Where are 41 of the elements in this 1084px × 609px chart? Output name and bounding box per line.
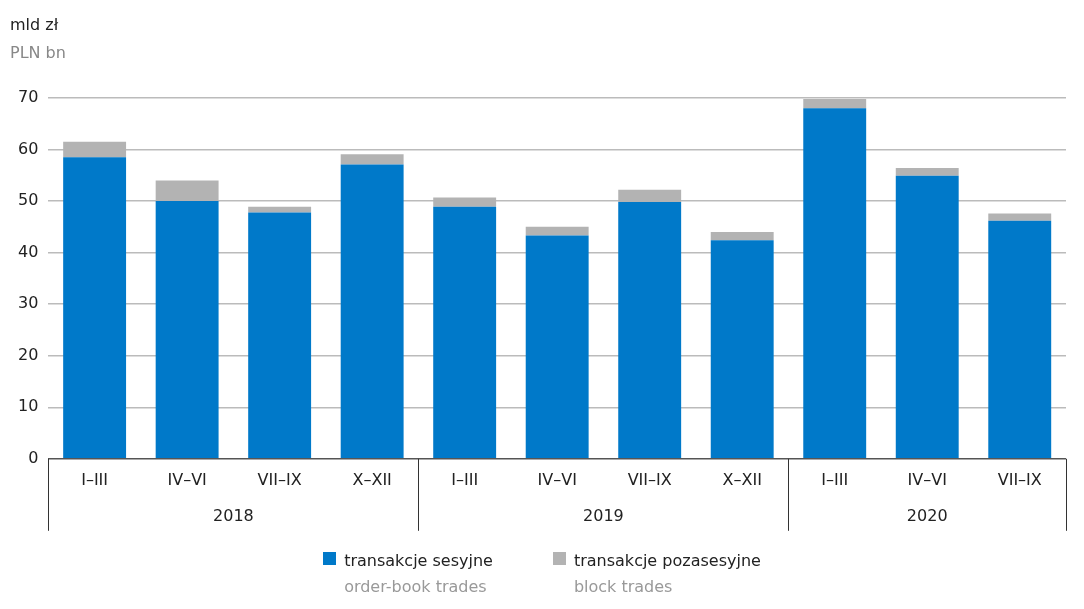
bar bbox=[988, 220, 1052, 459]
y-tick-label: 60 bbox=[18, 138, 39, 158]
bar bbox=[895, 175, 959, 459]
bar bbox=[340, 164, 404, 459]
bar bbox=[710, 232, 774, 241]
x-tick-label: IV–VI bbox=[537, 469, 577, 489]
x-tick-label: I–III bbox=[821, 469, 849, 489]
bar bbox=[895, 168, 959, 176]
x-tick-label: VII–IX bbox=[627, 469, 672, 489]
x-tick-label: X–XII bbox=[722, 469, 762, 489]
y-tick-label: 30 bbox=[18, 293, 39, 313]
bar bbox=[710, 240, 774, 459]
bar bbox=[988, 213, 1052, 221]
y-tick-label: 70 bbox=[18, 87, 39, 107]
bar bbox=[618, 202, 682, 459]
bar bbox=[155, 201, 219, 459]
bar bbox=[340, 154, 404, 165]
x-tick-label: VII–IX bbox=[997, 469, 1042, 489]
y-tick-label: 20 bbox=[18, 344, 39, 364]
y-axis-title: mld zł PLN bn bbox=[10, 15, 66, 62]
legend-label: transakcje sesyjne order-book trades bbox=[344, 550, 493, 598]
bar bbox=[63, 157, 127, 459]
x-tick-label: I–III bbox=[451, 469, 479, 489]
bar bbox=[248, 212, 312, 459]
bar bbox=[525, 235, 589, 459]
text: 2020 bbox=[906, 505, 948, 525]
y-tick-label: 10 bbox=[18, 396, 39, 416]
x-tick-label: I–III bbox=[81, 469, 109, 489]
bar bbox=[803, 108, 867, 459]
text: 2018 bbox=[213, 505, 254, 525]
y-tick-label: 0 bbox=[28, 447, 39, 467]
y-tick-label: 50 bbox=[18, 190, 39, 210]
text: 2019 bbox=[583, 505, 624, 525]
legend-label: transakcje pozasesyjne block trades bbox=[573, 550, 761, 598]
x-tick-label: IV–VI bbox=[907, 469, 947, 489]
x-tick-label: IV–VI bbox=[167, 469, 207, 489]
x-tick-label: VII–IX bbox=[257, 469, 302, 489]
y-tick-label: 40 bbox=[18, 241, 39, 261]
bar bbox=[433, 206, 497, 459]
x-tick-label: X–XII bbox=[352, 469, 392, 489]
bar bbox=[525, 226, 589, 236]
